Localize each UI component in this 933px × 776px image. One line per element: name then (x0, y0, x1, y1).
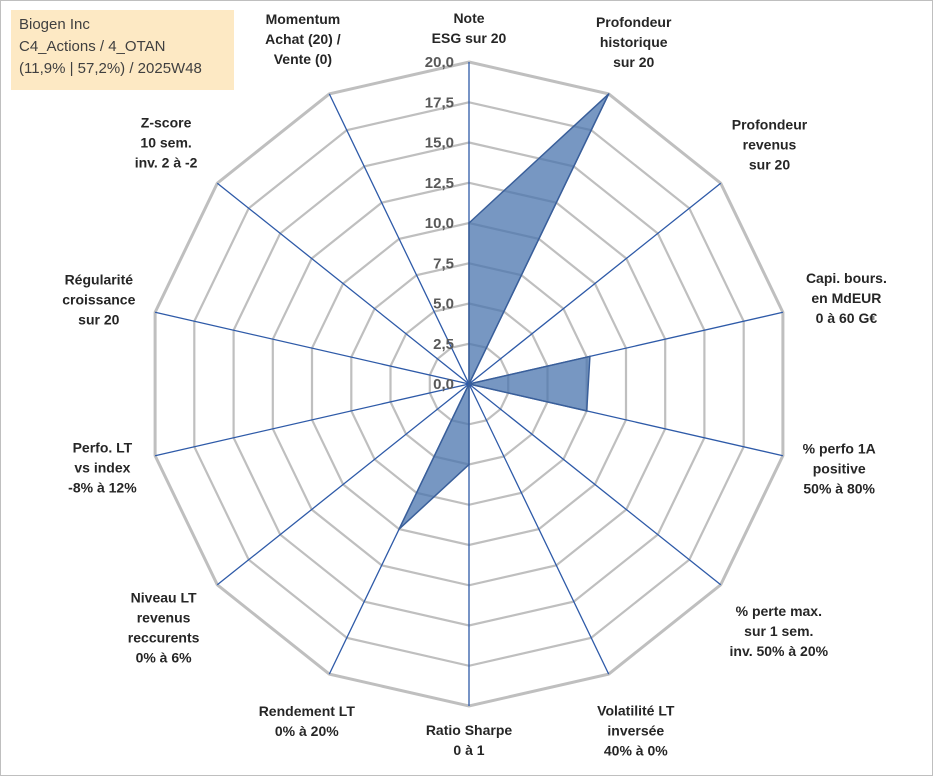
axis-label-line: 50% à 80% (803, 481, 875, 497)
axis-label-line: 0 à 1 (453, 742, 484, 758)
tick-label: 20,0 (425, 54, 454, 71)
radar-spoke (468, 383, 610, 675)
tick-label: 10,0 (425, 215, 454, 232)
axis-label: Ratio Sharpe 0 à 1 (426, 722, 513, 758)
axis-label-line: Profondeur (596, 14, 672, 30)
axis-label: Volatilité LT inversée 40% à 0% (597, 702, 675, 758)
axis-label-line: Achat (20) / (265, 31, 341, 47)
data-point (607, 93, 610, 95)
axis-label-line: 10 sem. (140, 135, 191, 151)
radar-spoke (468, 383, 722, 586)
tick-label: 2,5 (433, 336, 454, 353)
axis-label: Profondeur historique sur 20 (596, 14, 672, 70)
axis-label-line: revenus (137, 610, 191, 626)
axis-label-line: 0 à 60 G€ (816, 310, 878, 326)
axis-label-line: reccurents (128, 630, 200, 646)
tick-label: 15,0 (425, 135, 454, 152)
axis-label: Momentum Achat (20) / Vente (0) (265, 11, 341, 67)
axis-label-line: revenus (743, 136, 797, 152)
axis-label-line: Profondeur (732, 116, 808, 132)
data-area (398, 93, 610, 530)
axis-label-line: Perfo. LT (73, 440, 133, 456)
radar-spoke (328, 93, 470, 385)
data-point (468, 463, 470, 466)
axis-label: Niveau LT revenus reccurents 0% à 6% (128, 590, 200, 666)
axis-label-line: sur 20 (78, 312, 119, 328)
company-name: Biogen Inc (19, 16, 90, 33)
portfolio-line: C4_Actions / 4_OTAN (19, 38, 166, 55)
radial-tick-labels: 0,0 2,5 5,0 7,5 10,0 12,5 15,0 17,5 20,0 (425, 54, 454, 393)
data-point (398, 528, 400, 530)
axis-label-line: Momentum (266, 11, 341, 27)
stats-line: (11,9% | 57,2%) / 2025W48 (19, 60, 202, 77)
radar-spoke (216, 182, 470, 385)
axis-label-line: inversée (607, 722, 664, 738)
axis-label-line: inv. 2 à -2 (135, 155, 198, 171)
radar-spoke (216, 383, 470, 586)
axis-labels: Note ESG sur 20 Profondeur historique sur 20… (62, 10, 887, 758)
axis-label-line: sur 1 sem. (744, 623, 813, 639)
tick-label: 5,0 (433, 296, 454, 313)
axis-label: Perfo. LT vs index -8% à 12% (68, 440, 137, 496)
axis-label-line: -8% à 12% (68, 480, 137, 496)
radar-spoke (154, 383, 470, 457)
axis-label-line: 0% à 6% (136, 650, 193, 666)
axis-label: Profondeur revenus sur 20 (732, 116, 808, 172)
axis-label-line: Capi. bours. (806, 270, 887, 286)
axis-label: Capi. bours. en MdEUR 0 à 60 G€ (806, 270, 887, 326)
axis-label-line: positive (813, 461, 866, 477)
axis-label-line: Note (453, 10, 484, 26)
radar-spoke (154, 311, 470, 385)
tick-label: 17,5 (425, 94, 454, 111)
axis-label-line: 0% à 20% (275, 723, 339, 739)
axis-label-line: 40% à 0% (604, 742, 668, 758)
axis-label-line: Vente (0) (274, 51, 332, 67)
axis-label-line: Niveau LT (131, 590, 197, 606)
axis-label-line: % perfo 1A (803, 441, 876, 457)
axis-label-line: historique (600, 34, 668, 50)
axis-label: Note ESG sur 20 (432, 10, 507, 46)
axis-label-line: sur 20 (749, 156, 790, 172)
axis-label-line: inv. 50% à 20% (730, 643, 829, 659)
axis-label: Rendement LT 0% à 20% (259, 703, 356, 739)
tick-label: 0,0 (433, 376, 454, 393)
axis-label-line: Régularité (65, 272, 134, 288)
axis-label-line: croissance (62, 292, 135, 308)
axis-label: % perte max. sur 1 sem. inv. 50% à 20% (730, 603, 829, 659)
tick-label: 7,5 (433, 255, 454, 272)
tick-label: 12,5 (425, 175, 454, 192)
data-point (468, 222, 470, 224)
axis-label-line: Ratio Sharpe (426, 722, 513, 738)
axis-label-line: % perte max. (736, 603, 822, 619)
axis-label-line: sur 20 (613, 54, 654, 70)
radar-spoke (468, 182, 722, 385)
axis-label-line: ESG sur 20 (432, 30, 507, 46)
data-point (589, 355, 591, 358)
data-point (468, 383, 470, 385)
axis-label: Z-score 10 sem. inv. 2 à -2 (135, 115, 198, 171)
axis-label-line: vs index (74, 460, 130, 476)
axis-label-line: en MdEUR (811, 290, 881, 306)
axis-label: Régularité croissance sur 20 (62, 272, 135, 328)
axis-label-line: Volatilité LT (597, 702, 675, 718)
axis-label-line: Rendement LT (259, 703, 356, 719)
axis-label-line: Z-score (141, 115, 192, 131)
data-point (585, 410, 588, 412)
radar-series (398, 93, 610, 530)
info-box: Biogen Inc C4_Actions / 4_OTAN (11,9% | … (11, 10, 234, 90)
axis-label: % perfo 1A positive 50% à 80% (803, 441, 876, 497)
